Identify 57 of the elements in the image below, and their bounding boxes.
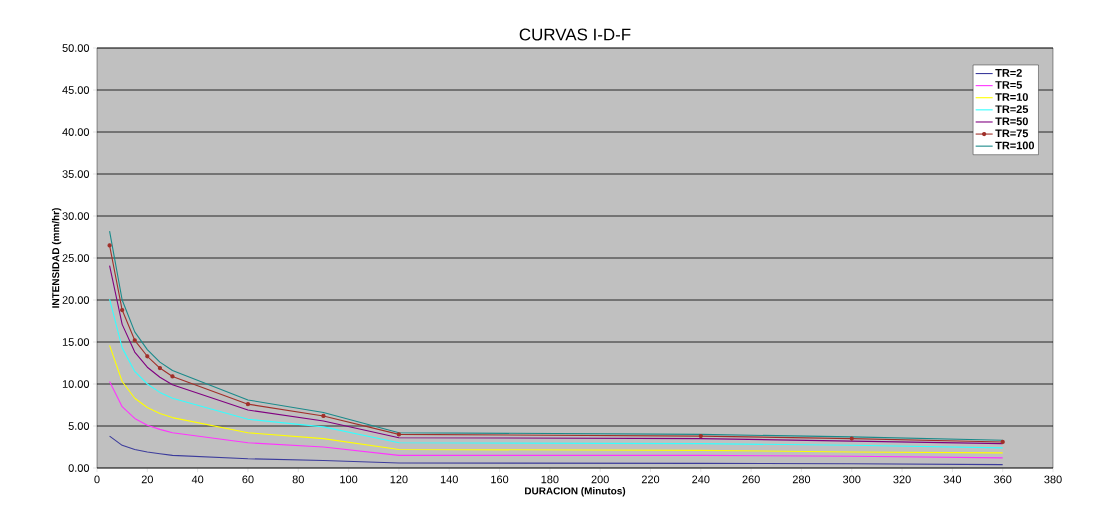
x-tick-label: 260 bbox=[742, 475, 760, 484]
x-tick-label: 320 bbox=[893, 475, 911, 484]
x-tick-label: 360 bbox=[993, 475, 1012, 484]
legend-label: TR=75 bbox=[995, 129, 1029, 138]
x-tick-label: 200 bbox=[591, 475, 609, 484]
legend-label: TR=10 bbox=[995, 93, 1028, 101]
y-tick-label: 0.00 bbox=[68, 464, 90, 472]
x-tick-label: 140 bbox=[440, 475, 458, 484]
line-series bbox=[109, 380, 1004, 459]
point bbox=[849, 436, 854, 441]
line-series bbox=[109, 344, 1004, 454]
y-tick-label: 50.00 bbox=[62, 44, 90, 52]
x-tick-label: 20 bbox=[141, 475, 153, 484]
point bbox=[157, 365, 163, 371]
x-tick-label: 280 bbox=[792, 475, 811, 484]
x-tick-label: 380 bbox=[1044, 475, 1062, 484]
point bbox=[245, 402, 251, 407]
x-tick-label: 0 bbox=[94, 475, 100, 484]
line-series bbox=[109, 298, 1004, 449]
legend-label: TR=25 bbox=[995, 105, 1029, 114]
point bbox=[396, 432, 402, 437]
x-tick-label: 180 bbox=[541, 475, 559, 484]
x-tick-label: 60 bbox=[242, 475, 254, 484]
line-series bbox=[109, 435, 1004, 466]
point bbox=[170, 374, 175, 379]
x-tick-label: 40 bbox=[191, 475, 204, 484]
x-tick-label: 340 bbox=[943, 475, 962, 484]
y-tick-label: 45.00 bbox=[62, 86, 90, 94]
point bbox=[321, 413, 326, 419]
x-tick-label: 300 bbox=[843, 475, 861, 484]
point bbox=[132, 338, 137, 343]
y-tick-label: 35.00 bbox=[62, 170, 90, 178]
x-tick-label: 220 bbox=[641, 475, 660, 484]
legend-label: TR=5 bbox=[995, 81, 1022, 89]
point bbox=[145, 354, 150, 359]
legend-label: TR=100 bbox=[995, 141, 1035, 150]
y-tick-label: 5.00 bbox=[68, 422, 90, 430]
chart-title: CURVAS I-D-F bbox=[519, 28, 631, 41]
point bbox=[698, 433, 703, 439]
x-axis-title: DURACION (Minutos) bbox=[525, 487, 626, 497]
y-tick-label: 30.00 bbox=[62, 212, 90, 220]
legend-label: TR=50 bbox=[995, 117, 1028, 126]
y-axis-title: INTENSIDAD (mm/hr) bbox=[51, 208, 62, 308]
x-tick-label: 120 bbox=[390, 475, 408, 484]
y-tick-label: 15.00 bbox=[62, 338, 90, 346]
y-tick-label: 20.00 bbox=[62, 296, 90, 304]
y-tick-label: 25.00 bbox=[62, 254, 90, 262]
y-tick-label: 40.00 bbox=[62, 128, 90, 136]
y-tick-label: 10.00 bbox=[62, 380, 90, 388]
legend-label: TR=2 bbox=[995, 68, 1022, 77]
x-tick-label: 240 bbox=[692, 475, 710, 484]
x-tick-label: 80 bbox=[292, 475, 304, 484]
point bbox=[1000, 439, 1005, 445]
x-tick-label: 100 bbox=[340, 475, 358, 484]
x-tick-label: 160 bbox=[491, 475, 509, 484]
point bbox=[107, 243, 112, 248]
point bbox=[120, 307, 125, 313]
